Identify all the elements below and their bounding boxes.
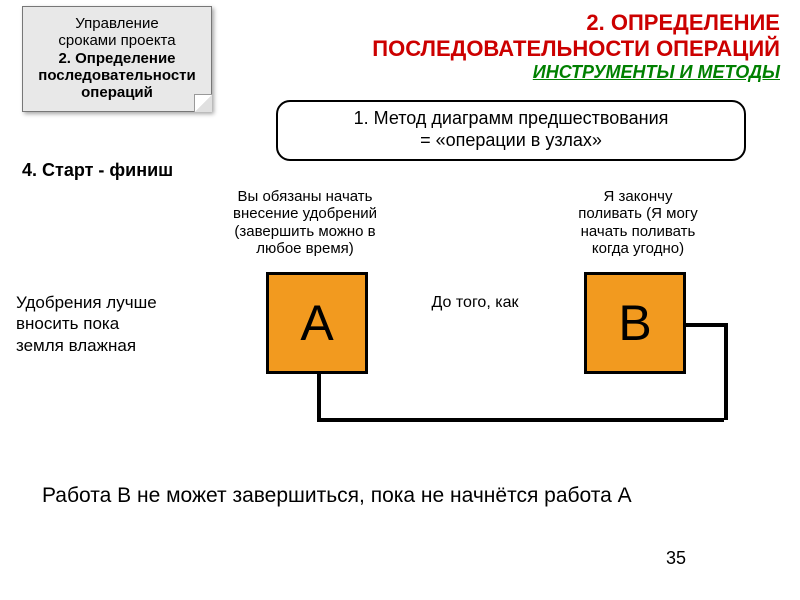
caption-b-l2: поливать (Я могу: [538, 205, 738, 222]
caption-b-l4: когда угодно): [538, 240, 738, 257]
caption-b-l3: начать поливать: [538, 223, 738, 240]
note-card: Управление сроками проекта 2. Определени…: [22, 6, 212, 112]
caption-a: Вы обязаны начать внесение удобрений (за…: [200, 188, 410, 257]
left-para-l1: Удобрения лучше: [16, 292, 216, 313]
title-line-1: 2. ОПРЕДЕЛЕНИЕ: [240, 10, 780, 36]
bottom-statement: Работа B не может завершиться, пока не н…: [42, 484, 632, 508]
caption-a-l3: (завершить можно в: [200, 223, 410, 240]
note-line-2: сроками проекта: [29, 32, 205, 49]
caption-a-l4: любое время): [200, 240, 410, 257]
connector-seg-2: [317, 418, 724, 422]
caption-b-l1: Я закончу: [538, 188, 738, 205]
title-subtitle: ИНСТРУМЕНТЫ И МЕТОДЫ: [240, 62, 780, 83]
page-curl-icon: [194, 94, 212, 112]
left-paragraph: Удобрения лучше вносить пока земля влажн…: [16, 292, 216, 356]
page-number: 35: [666, 548, 686, 569]
caption-a-l1: Вы обязаны начать: [200, 188, 410, 205]
node-a: А: [266, 272, 368, 374]
node-b-label: В: [618, 294, 651, 352]
between-label: До того, как: [390, 294, 560, 312]
connector-seg-1: [317, 374, 321, 418]
node-a-label: А: [300, 294, 333, 352]
title-line-2: ПОСЛЕДОВАТЕЛЬНОСТИ ОПЕРАЦИЙ: [240, 36, 780, 62]
left-para-l2: вносить пока: [16, 313, 216, 334]
method-line-1: 1. Метод диаграмм предшествования: [292, 108, 730, 130]
note-line-3: 2. Определение: [29, 50, 205, 67]
title-block: 2. ОПРЕДЕЛЕНИЕ ПОСЛЕДОВАТЕЛЬНОСТИ ОПЕРАЦ…: [240, 10, 780, 83]
caption-b: Я закончу поливать (Я могу начать полива…: [538, 188, 738, 257]
node-b: В: [584, 272, 686, 374]
caption-a-l2: внесение удобрений: [200, 205, 410, 222]
note-line-5: операций: [29, 84, 205, 101]
note-line-4: последовательности: [29, 67, 205, 84]
note-line-1: Управление: [29, 15, 205, 32]
connector-seg-4: [686, 323, 724, 327]
method-line-2: = «операции в узлах»: [292, 130, 730, 152]
method-box: 1. Метод диаграмм предшествования = «опе…: [276, 100, 746, 161]
left-para-l3: земля влажная: [16, 335, 216, 356]
section-label: 4. Старт - финиш: [22, 160, 173, 181]
connector-seg-3: [724, 323, 728, 420]
